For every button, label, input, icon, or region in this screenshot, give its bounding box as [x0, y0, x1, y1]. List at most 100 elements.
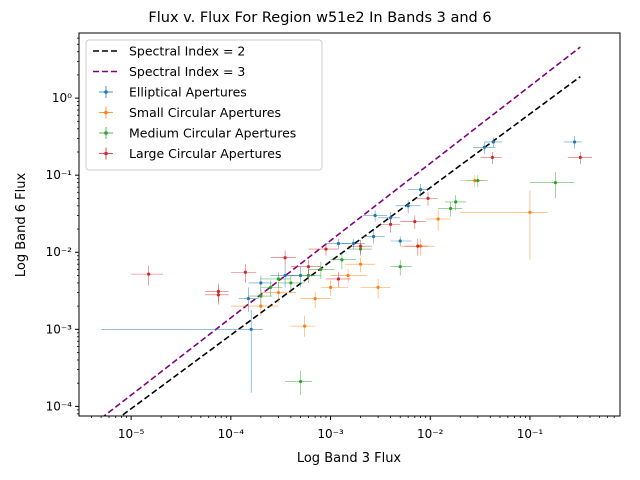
data-point: [484, 137, 503, 148]
point-marker: [268, 285, 273, 289]
point-marker: [490, 155, 494, 160]
point-marker: [249, 327, 253, 331]
data-point: [330, 252, 356, 270]
data-point: [360, 278, 391, 299]
data-point: [285, 370, 312, 396]
data-point: [325, 272, 351, 288]
legend-label: Medium Circular Apertures: [129, 126, 296, 141]
point-marker: [416, 244, 420, 248]
spectral-index-line-2: [102, 46, 581, 416]
legend-marker-swatch: [104, 131, 108, 135]
data-point: [400, 215, 426, 230]
point-marker: [406, 204, 410, 208]
point-marker: [376, 285, 380, 289]
point-marker: [578, 155, 582, 160]
point-marker: [276, 290, 281, 295]
data-point: [248, 289, 273, 305]
x-tick-label: 10⁻⁴: [218, 427, 245, 441]
point-marker: [336, 241, 341, 246]
point-marker: [454, 200, 458, 204]
point-marker: [303, 324, 307, 328]
legend-label: Spectral Index = 3: [129, 64, 245, 79]
data-point: [290, 315, 316, 337]
point-marker: [426, 196, 430, 200]
data-point: [438, 201, 463, 217]
data-point: [408, 183, 431, 197]
legend-box: [85, 39, 323, 171]
data-point: [341, 238, 365, 250]
spectral-index-line-1: [119, 76, 581, 416]
data-point: [260, 272, 291, 288]
data-point: [390, 236, 412, 247]
point-marker: [276, 277, 281, 281]
y-tick-label: 10⁰: [52, 91, 72, 105]
point-marker: [398, 239, 402, 243]
point-marker: [436, 217, 440, 221]
point-marker: [418, 188, 423, 192]
point-marker: [319, 267, 323, 271]
point-marker: [243, 270, 248, 274]
data-point: [425, 210, 451, 231]
legend-label: Spectral Index = 2: [129, 44, 245, 59]
x-tick-label: 10⁻³: [317, 427, 344, 441]
data-point: [404, 238, 429, 256]
point-marker: [398, 265, 402, 269]
data-point: [362, 230, 385, 244]
point-marker: [553, 181, 558, 185]
y-tick-label: 10⁻¹: [46, 168, 73, 182]
point-marker: [476, 179, 480, 183]
chart-title: Flux v. Flux For Region w51e2 In Bands 3…: [148, 10, 491, 26]
y-tick-label: 10⁻³: [46, 322, 73, 336]
data-point: [529, 171, 575, 199]
legend-label: Large Circular Apertures: [129, 146, 281, 161]
data-point: [238, 287, 259, 312]
axes: 10⁻⁵ 10⁻⁴ 10⁻³ 10⁻² 10⁻¹ 10⁻⁴ 10⁻³ 10⁻² 10⁻¹ 10⁰: [46, 32, 621, 441]
x-tick-label: 10⁻²: [417, 427, 444, 441]
point-marker: [358, 262, 363, 266]
data-point: [320, 280, 349, 297]
data-point: [131, 265, 164, 286]
plot-area: [101, 46, 593, 416]
data-point: [395, 199, 421, 214]
point-marker: [491, 140, 496, 144]
legend: Spectral Index = 2 Spectral Index = 3 Elli…: [85, 39, 323, 171]
legend-marker-swatch: [104, 110, 108, 115]
x-axis-label: Log Band 3 Flux: [297, 451, 402, 466]
point-marker: [328, 285, 333, 289]
point-marker: [259, 304, 263, 308]
data-point: [564, 136, 582, 149]
data-point: [466, 175, 489, 188]
data-point: [290, 259, 321, 276]
point-marker: [147, 272, 151, 276]
data-point: [260, 280, 283, 297]
point-marker: [413, 219, 417, 224]
data-point: [270, 250, 296, 267]
data-point: [362, 210, 388, 222]
data-point: [473, 141, 496, 154]
point-marker: [388, 222, 393, 226]
point-marker: [283, 256, 287, 260]
y-axis-label: Log Band 6 Flux: [14, 173, 29, 278]
point-marker: [324, 247, 328, 251]
point-marker: [373, 213, 377, 218]
point-marker: [482, 145, 487, 149]
data-point: [300, 291, 331, 308]
point-marker: [528, 210, 532, 214]
point-marker: [572, 140, 577, 144]
data-point: [101, 309, 263, 393]
x-tick-label: 10⁻¹: [517, 427, 544, 441]
series-4: [131, 151, 593, 305]
point-marker: [306, 265, 311, 269]
axes-frame: [78, 32, 621, 417]
data-point: [348, 239, 372, 254]
data-point: [345, 257, 376, 273]
point-marker: [358, 244, 363, 248]
data-point: [390, 259, 412, 276]
data-point: [308, 261, 335, 279]
point-marker: [449, 206, 453, 211]
legend-marker-swatch: [104, 90, 108, 94]
point-marker: [216, 293, 220, 297]
point-marker: [371, 234, 376, 239]
point-marker: [289, 281, 293, 285]
